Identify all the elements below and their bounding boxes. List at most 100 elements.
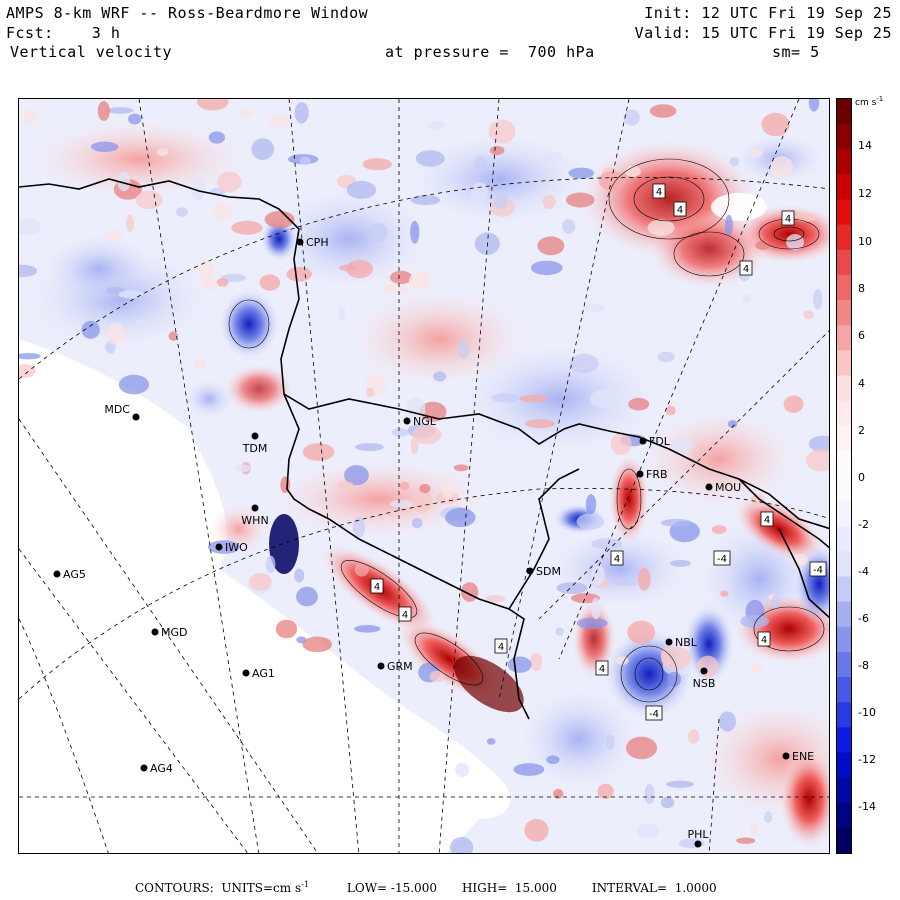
station-ngl[interactable]: NGL <box>403 415 437 428</box>
station-iwo[interactable]: IWO <box>215 541 249 554</box>
field-cell <box>813 289 823 310</box>
field-cell <box>234 464 251 473</box>
station-nbl[interactable]: NBL <box>665 636 698 649</box>
field-cell <box>412 490 433 514</box>
colorbar-segment <box>837 450 851 477</box>
field-cell <box>445 507 476 528</box>
station-sdm[interactable]: SDM <box>526 565 561 578</box>
station-ag1[interactable]: AG1 <box>242 667 275 680</box>
field-cell <box>118 374 149 395</box>
station-ene[interactable]: ENE <box>782 750 815 763</box>
station-nsb[interactable]: NSB <box>693 667 716 691</box>
field-cell <box>591 597 601 620</box>
field-cell <box>249 572 272 591</box>
field-cell <box>808 99 820 112</box>
field-cell <box>408 271 430 290</box>
field-cell <box>553 788 564 799</box>
colorbar-segment <box>837 224 851 251</box>
station-dot <box>782 752 790 760</box>
colorbar-segment <box>837 400 851 427</box>
init-time: Init: 12 UTC Fri 19 Sep 25 <box>644 4 892 22</box>
high-low-box: 4 <box>760 511 774 527</box>
field-cell <box>718 711 737 732</box>
field-cell <box>208 131 226 144</box>
station-ag5[interactable]: AG5 <box>53 568 86 581</box>
station-markers: CPH MDC NGL TDM FDL FRB MOU WHN IWO AG5 SDM MGD GRM N… <box>53 236 815 848</box>
station-label: MOU <box>715 481 741 494</box>
field-cell <box>771 594 780 610</box>
colorbar-segment <box>837 601 851 628</box>
contour-lines <box>228 158 825 703</box>
field-cell <box>419 401 447 422</box>
fine-scale-cells <box>19 99 829 853</box>
field-cell <box>354 562 369 577</box>
field-cell <box>542 151 563 162</box>
field-cell <box>286 266 313 282</box>
station-mdc[interactable]: MDC <box>104 403 140 421</box>
station-grm[interactable]: GRM <box>377 660 413 673</box>
station-label: NGL <box>413 415 437 428</box>
field-cell <box>525 419 556 429</box>
field-cell <box>97 101 110 121</box>
valid-time: Valid: 15 UTC Fri 19 Sep 25 <box>634 24 892 42</box>
colorbar-units: cm s-1 <box>855 95 883 108</box>
station-mgd[interactable]: MGD <box>151 626 188 639</box>
field-cell <box>546 755 560 764</box>
colorbar-tick-label: -6 <box>858 612 869 625</box>
field-cell <box>711 525 727 534</box>
field-cell <box>566 192 595 208</box>
field-cell <box>197 99 229 111</box>
high-low-frame <box>757 631 771 647</box>
colorbar-tick-label: -14 <box>858 800 876 813</box>
high-low-box: 4 <box>610 550 624 566</box>
station-whn[interactable]: WHN <box>241 504 269 528</box>
field-cell <box>399 481 410 490</box>
field-cell <box>175 207 189 217</box>
station-frb[interactable]: FRB <box>636 468 668 481</box>
colorbar-segment <box>837 626 851 653</box>
field-cell <box>299 156 311 166</box>
field-cell <box>489 145 505 156</box>
field-cell <box>126 214 134 232</box>
high-low-value: 4 <box>614 554 620 565</box>
station-ag4[interactable]: AG4 <box>140 762 173 775</box>
field-cell <box>117 171 131 192</box>
colorbar-segment <box>837 425 851 452</box>
footer-contours: CONTOURS: UNITS=cm s-1 <box>135 880 309 895</box>
station-label: MDC <box>104 403 130 416</box>
station-cph[interactable]: CPH <box>296 236 329 249</box>
field-cell <box>657 351 675 363</box>
field-cell <box>216 278 229 287</box>
field-cell <box>610 432 632 455</box>
field-cell <box>337 481 354 488</box>
field-cell <box>727 420 738 428</box>
station-mou[interactable]: MOU <box>705 481 742 494</box>
footer-high: HIGH= 15.000 <box>461 881 557 895</box>
field-cell <box>168 331 178 341</box>
station-label: PHL <box>687 828 709 841</box>
field-cell <box>597 783 614 800</box>
high-low-box: 4 <box>757 631 771 647</box>
station-fdl[interactable]: FDL <box>639 435 671 448</box>
footer-units-exp: -1 <box>301 880 309 889</box>
high-low-value: 4 <box>764 515 770 526</box>
field-cell <box>411 517 423 529</box>
high-low-value: 4 <box>402 610 408 621</box>
field-cell <box>294 102 309 124</box>
station-label: AG1 <box>252 667 275 680</box>
colorbar-tick-label: -10 <box>858 706 876 719</box>
station-label: TDM <box>242 442 268 455</box>
field-cell <box>749 148 763 158</box>
high-low-frame <box>494 638 508 654</box>
station-phl[interactable]: PHL <box>687 828 709 848</box>
forecast-hour: Fcst: 3 h <box>6 24 121 42</box>
colorbar-segment <box>837 677 851 703</box>
station-tdm[interactable]: TDM <box>242 432 268 456</box>
field-cell <box>201 279 218 291</box>
colorbar-tick-label: -4 <box>858 565 869 578</box>
field-cell <box>410 220 420 244</box>
field-cell <box>755 241 770 250</box>
field-cell <box>19 364 36 378</box>
field-cell <box>251 138 274 160</box>
field-cell <box>590 389 619 409</box>
